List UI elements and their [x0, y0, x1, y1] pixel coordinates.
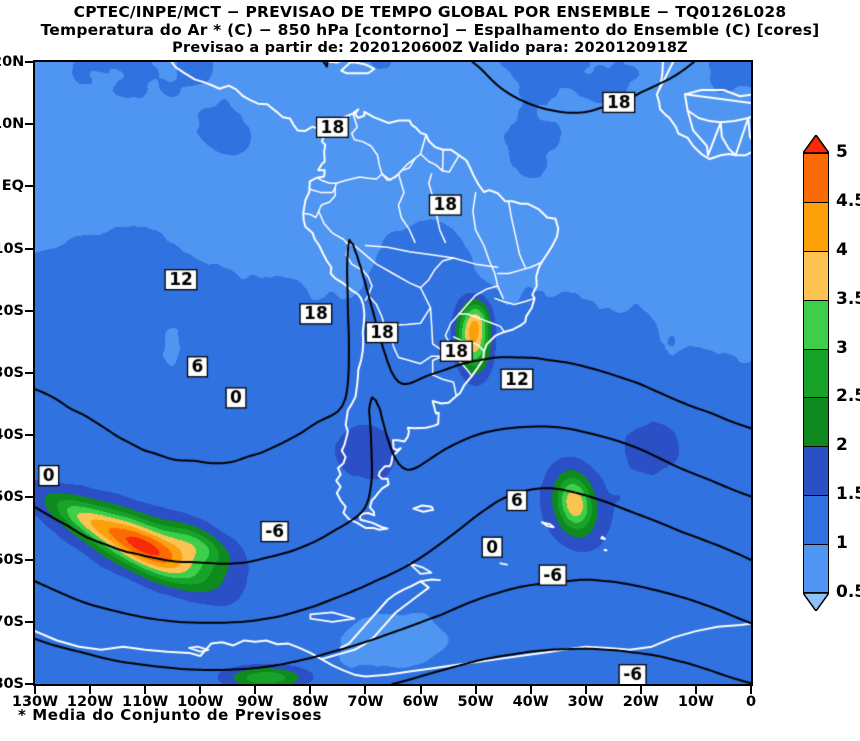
- colorbar-band: [803, 250, 829, 300]
- y-tick-mark: [25, 309, 33, 312]
- x-axis-label: 30W: [567, 694, 604, 710]
- colorbar-top-arrow: [801, 133, 831, 154]
- footnote: * Media do Conjunto de Previsoes: [18, 706, 322, 724]
- y-axis-label: 20N: [0, 54, 25, 70]
- x-axis-label: 90W: [237, 694, 274, 710]
- y-axis-label: 30S: [0, 365, 24, 381]
- chart-title-block: CPTEC/INPE/MCT − PREVISAO DE TEMPO GLOBA…: [0, 0, 860, 57]
- y-tick-mark: [25, 372, 33, 374]
- colorbar-band: [803, 495, 829, 545]
- x-tick-mark: [89, 686, 92, 694]
- x-tick-mark: [254, 686, 257, 694]
- colorbar-tick-label: 3: [836, 337, 848, 358]
- colorbar-tick-label: 5: [836, 142, 848, 162]
- x-axis-label: 60W: [402, 694, 439, 710]
- colorbar-band: [803, 201, 829, 251]
- y-tick-mark: [25, 123, 33, 126]
- x-axis-label: 80W: [292, 694, 329, 710]
- x-axis-label: 20W: [622, 694, 659, 710]
- x-tick-mark: [694, 686, 697, 694]
- y-tick-mark: [25, 558, 33, 561]
- colorbar-band: [803, 348, 829, 398]
- y-axis-label: 40S: [0, 427, 24, 444]
- x-axis-label: 120W: [66, 694, 114, 710]
- x-tick-mark: [309, 686, 312, 694]
- x-tick-mark: [584, 686, 587, 694]
- x-axis-label: 130W: [11, 694, 59, 710]
- x-axis-label: 100W: [177, 694, 224, 710]
- colorbar-band: [803, 397, 829, 447]
- x-tick-mark: [144, 686, 147, 694]
- map-canvas: [35, 62, 751, 684]
- colorbar-tick-label: 0.5: [836, 582, 860, 602]
- x-tick-mark: [364, 686, 367, 694]
- title-line-1: CPTEC/INPE/MCT − PREVISAO DE TEMPO GLOBA…: [73, 3, 787, 21]
- y-tick-mark: [25, 61, 33, 63]
- y-tick-mark: [25, 185, 33, 188]
- x-tick-mark: [419, 686, 422, 694]
- colorbar-tick-label: 4.5: [836, 190, 860, 211]
- colorbar-band: [803, 299, 829, 349]
- y-axis-label: 80S: [0, 676, 24, 692]
- colorbar-tick-label: 2.5: [836, 386, 860, 407]
- title-line-2: Temperatura do Ar * (C) − 850 hPa [conto…: [40, 21, 820, 40]
- x-tick-mark: [529, 686, 532, 694]
- y-tick-mark: [25, 496, 33, 499]
- y-axis-label: 60S: [0, 551, 24, 568]
- colorbar-band: [803, 153, 829, 202]
- x-axis-label: 40W: [512, 694, 549, 710]
- x-axis-label: 70W: [347, 694, 384, 710]
- x-axis-label: 110W: [122, 694, 169, 710]
- colorbar-tick-label: 1: [836, 533, 848, 554]
- y-axis-label: 50S: [0, 489, 24, 506]
- colorbar-bottom-arrow: [801, 592, 831, 613]
- x-tick-mark: [199, 686, 202, 694]
- y-tick-mark: [25, 434, 33, 437]
- colorbar[interactable]: 5 4.5 4 3.5 3 2.5 2 1.5 1 0.5: [801, 133, 860, 640]
- y-axis-label: EQ: [1, 178, 24, 195]
- x-tick-mark: [639, 686, 642, 694]
- map-plot-area[interactable]: [33, 60, 753, 686]
- x-axis-label: 10W: [677, 694, 715, 710]
- colorbar-band: [803, 544, 829, 593]
- y-axis-label: 20S: [0, 302, 24, 319]
- y-tick-mark: [25, 683, 33, 685]
- y-axis-label: 10N: [0, 116, 25, 133]
- y-tick-mark: [25, 247, 33, 250]
- y-axis-label: 10S: [0, 240, 24, 257]
- colorbar-band: [803, 446, 829, 496]
- title-line-3: Previsao a partir de: 2020120600Z Valido…: [172, 39, 688, 56]
- colorbar-tick-label: 3.5: [836, 288, 860, 309]
- x-tick-mark: [750, 686, 752, 694]
- colorbar-tick-label: 2: [836, 435, 848, 456]
- x-tick-mark: [474, 686, 477, 694]
- y-tick-mark: [25, 620, 33, 623]
- colorbar-tick-label: 4: [836, 239, 848, 260]
- x-axis-label: 50W: [457, 694, 494, 710]
- x-tick-mark: [34, 686, 36, 694]
- colorbar-tick-label: 1.5: [836, 484, 860, 505]
- x-axis-label: 0: [745, 694, 757, 710]
- y-axis-label: 70S: [0, 613, 24, 630]
